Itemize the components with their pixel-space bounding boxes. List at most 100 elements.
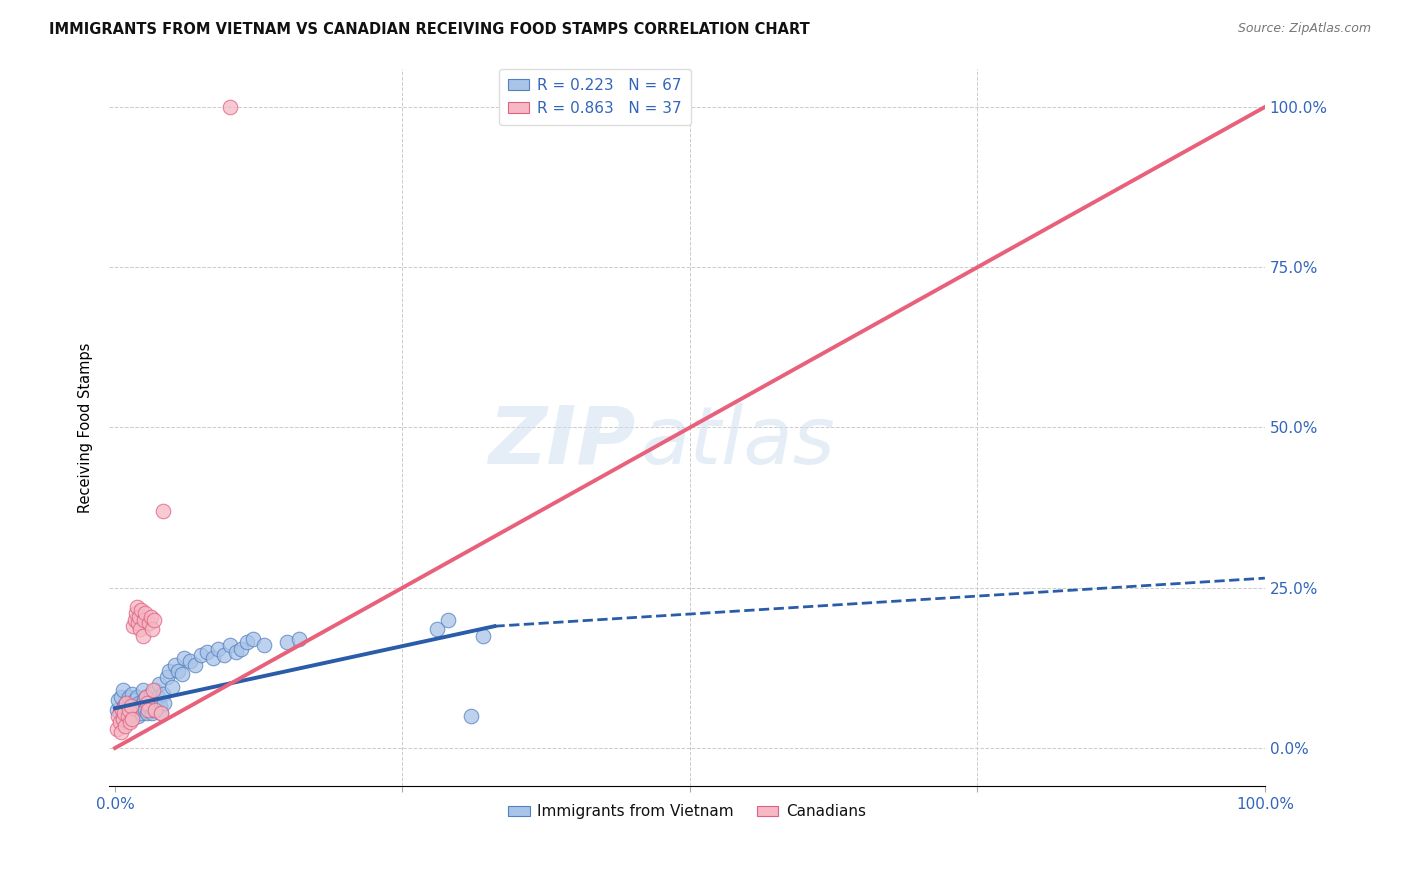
Point bbox=[112, 712, 135, 726]
Point bbox=[118, 702, 141, 716]
Point bbox=[114, 718, 136, 732]
Text: ZIP: ZIP bbox=[488, 403, 636, 481]
Point bbox=[142, 683, 165, 698]
Point bbox=[236, 635, 259, 649]
Point bbox=[112, 683, 135, 698]
Point bbox=[231, 641, 253, 656]
Point bbox=[121, 686, 143, 700]
Text: Source: ZipAtlas.com: Source: ZipAtlas.com bbox=[1237, 22, 1371, 36]
Point bbox=[426, 623, 449, 637]
Point bbox=[288, 632, 311, 646]
Point bbox=[115, 696, 138, 710]
Point bbox=[156, 671, 179, 685]
Point bbox=[141, 623, 163, 637]
Point bbox=[141, 706, 163, 720]
Point bbox=[132, 693, 155, 707]
Point bbox=[225, 645, 247, 659]
Point bbox=[120, 712, 142, 726]
Point bbox=[152, 504, 174, 518]
Point bbox=[110, 725, 132, 739]
Point bbox=[108, 715, 131, 730]
Point bbox=[138, 702, 160, 716]
Point bbox=[131, 603, 153, 617]
Point bbox=[201, 651, 224, 665]
Point bbox=[125, 702, 148, 716]
Point bbox=[139, 609, 162, 624]
Point bbox=[142, 693, 165, 707]
Point bbox=[173, 651, 195, 665]
Point bbox=[122, 706, 145, 720]
Point bbox=[108, 706, 131, 720]
Point bbox=[170, 667, 193, 681]
Point bbox=[138, 699, 160, 714]
Point bbox=[122, 619, 145, 633]
Point bbox=[143, 702, 166, 716]
Point bbox=[131, 683, 153, 698]
Point bbox=[219, 100, 242, 114]
Point bbox=[471, 629, 494, 643]
Point bbox=[124, 613, 146, 627]
Point bbox=[167, 664, 190, 678]
Point bbox=[125, 690, 148, 704]
Point bbox=[105, 722, 128, 736]
Point bbox=[127, 615, 149, 630]
Legend: Immigrants from Vietnam, Canadians: Immigrants from Vietnam, Canadians bbox=[502, 798, 872, 825]
Point bbox=[107, 693, 129, 707]
Point bbox=[136, 706, 159, 720]
Point bbox=[125, 599, 148, 614]
Point bbox=[152, 686, 174, 700]
Point bbox=[131, 706, 153, 720]
Point bbox=[111, 702, 134, 716]
Point bbox=[134, 702, 156, 716]
Point bbox=[138, 696, 160, 710]
Point bbox=[212, 648, 235, 662]
Point bbox=[143, 683, 166, 698]
Point bbox=[117, 706, 139, 720]
Point bbox=[117, 709, 139, 723]
Point bbox=[136, 696, 159, 710]
Point bbox=[121, 712, 143, 726]
Point bbox=[139, 686, 162, 700]
Point bbox=[132, 613, 155, 627]
Point bbox=[276, 635, 298, 649]
Point bbox=[153, 696, 176, 710]
Y-axis label: Receiving Food Stamps: Receiving Food Stamps bbox=[79, 343, 93, 513]
Point bbox=[129, 699, 152, 714]
Point bbox=[146, 690, 169, 704]
Point bbox=[162, 680, 184, 694]
Point bbox=[118, 715, 141, 730]
Point bbox=[111, 712, 134, 726]
Point bbox=[148, 677, 170, 691]
Text: IMMIGRANTS FROM VIETNAM VS CANADIAN RECEIVING FOOD STAMPS CORRELATION CHART: IMMIGRANTS FROM VIETNAM VS CANADIAN RECE… bbox=[49, 22, 810, 37]
Point bbox=[112, 706, 135, 720]
Point bbox=[149, 706, 172, 720]
Point bbox=[143, 702, 166, 716]
Point bbox=[118, 690, 141, 704]
Point bbox=[179, 655, 201, 669]
Point bbox=[112, 699, 135, 714]
Point bbox=[157, 664, 180, 678]
Point bbox=[127, 709, 149, 723]
Text: atlas: atlas bbox=[641, 403, 835, 481]
Point bbox=[124, 693, 146, 707]
Point bbox=[207, 641, 229, 656]
Point bbox=[134, 607, 156, 621]
Point bbox=[120, 699, 142, 714]
Point bbox=[145, 696, 167, 710]
Point bbox=[195, 645, 218, 659]
Point bbox=[437, 613, 460, 627]
Point bbox=[128, 609, 150, 624]
Point bbox=[242, 632, 264, 646]
Point bbox=[114, 709, 136, 723]
Point bbox=[118, 702, 141, 716]
Point bbox=[131, 629, 153, 643]
Point bbox=[149, 699, 172, 714]
Point bbox=[107, 709, 129, 723]
Point bbox=[190, 648, 212, 662]
Point bbox=[110, 690, 132, 704]
Point bbox=[128, 696, 150, 710]
Point bbox=[163, 657, 186, 672]
Point bbox=[125, 607, 148, 621]
Point bbox=[115, 696, 138, 710]
Point bbox=[219, 639, 242, 653]
